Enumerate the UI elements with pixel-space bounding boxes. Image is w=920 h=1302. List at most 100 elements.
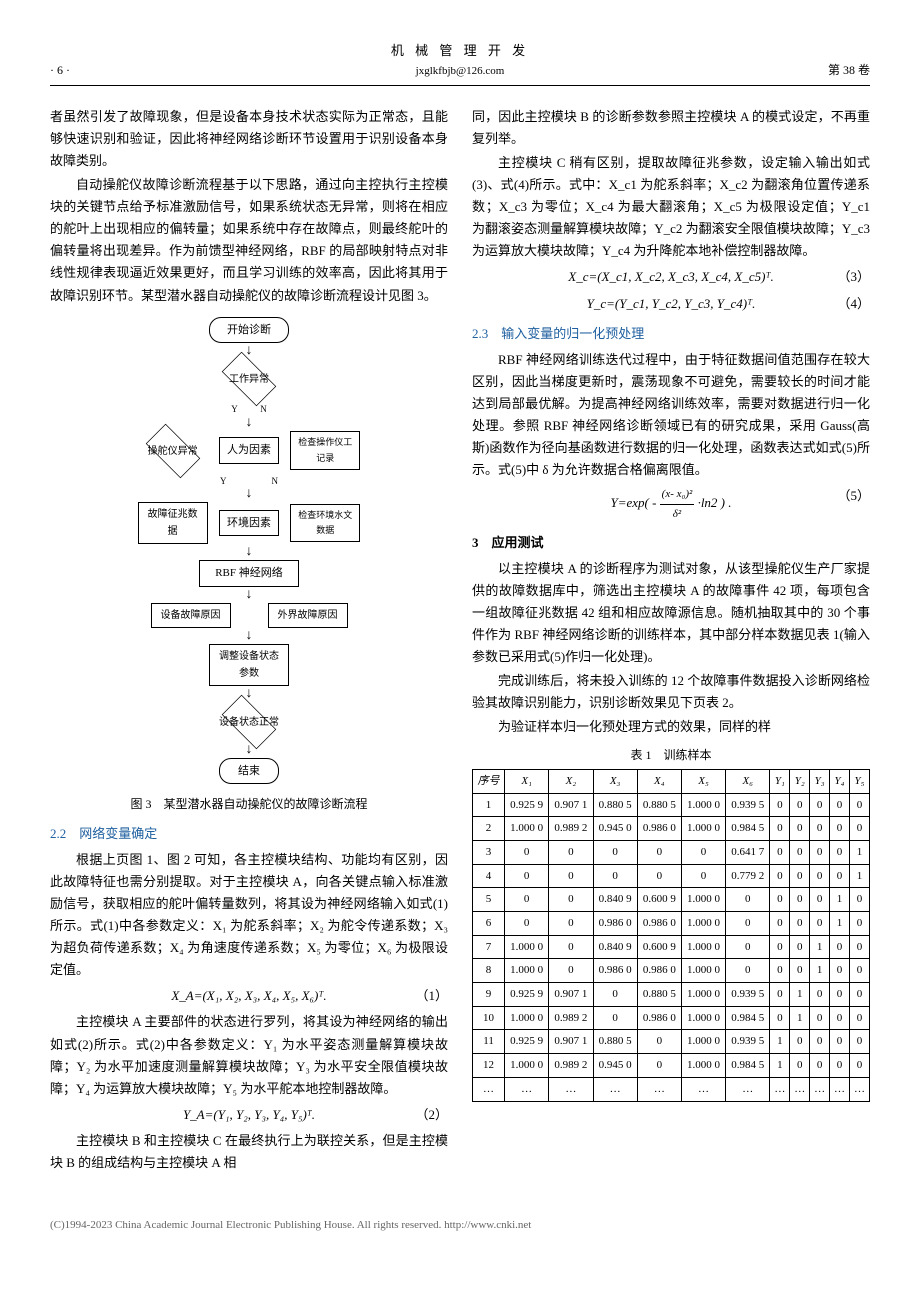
- table-cell: 0: [593, 983, 637, 1007]
- table-cell: 0: [637, 840, 681, 864]
- journal-title: 机 械 管 理 开 发: [150, 40, 770, 62]
- p-continuation: 者虽然引发了故障现象，但是设备本身技术状态实际为正常态，且能够快速识别和验证，因…: [50, 106, 448, 172]
- p-sec22-1: 根据上页图 1、图 2 可知，各主控模块结构、功能均有区别，因此故障特征也需分别…: [50, 849, 448, 982]
- fc-row-3: 故障征兆数据 环境因素 检查环境水文数据: [134, 499, 364, 547]
- table-cell: 0.989 2: [549, 1054, 593, 1078]
- table-cell: 1.000 0: [681, 817, 725, 841]
- table-cell: 0.907 1: [549, 1030, 593, 1054]
- table-cell: 0: [549, 864, 593, 888]
- page-footer: (C)1994-2023 China Academic Journal Elec…: [50, 1206, 870, 1235]
- table-cell: 0: [726, 888, 770, 912]
- p-r2: 主控模块 C 稍有区别，提取故障征兆参数，设定输入输出如式(3)、式(4)所示。…: [472, 152, 870, 262]
- table-cell: 0.779 2: [726, 864, 770, 888]
- left-column: 者虽然引发了故障现象，但是设备本身技术状态实际为正常态，且能够快速识别和验证，因…: [50, 106, 448, 1176]
- table-cell: 0: [505, 840, 549, 864]
- table-cell: 0: [810, 1054, 830, 1078]
- table-cell: 0: [830, 864, 850, 888]
- table-cell: 0: [810, 888, 830, 912]
- table-cell: 1.000 0: [505, 959, 549, 983]
- table-row: 110.925 90.907 10.880 501.000 00.939 510…: [473, 1030, 870, 1054]
- table-1-caption: 表 1 训练样本: [472, 745, 870, 765]
- table-header-cell: Y₅: [849, 769, 869, 793]
- table-cell: 0: [549, 912, 593, 936]
- table-cell: 0.939 5: [726, 793, 770, 817]
- table-cell: 1: [770, 1054, 790, 1078]
- table-cell: 0: [830, 983, 850, 1007]
- eq5-num: （5）: [837, 485, 870, 507]
- fc-env: 环境因素: [219, 510, 279, 537]
- fc-arrow: ↓: [134, 743, 364, 757]
- table-cell: 0: [770, 983, 790, 1007]
- journal-email: jxglkfbjb@126.com: [150, 62, 770, 81]
- table-cell: 0: [830, 817, 850, 841]
- equation-3: X_c=(X_c1, X_c2, X_c3, X_c4, X_c5)ᵀ. （3）: [472, 266, 870, 288]
- table-cell: 4: [473, 864, 505, 888]
- table-cell: 0: [810, 864, 830, 888]
- table-cell: …: [726, 1077, 770, 1101]
- table-cell: 0: [790, 793, 810, 817]
- table-cell: 0: [849, 959, 869, 983]
- eq5-frac-num: (x- x₀)²: [660, 485, 695, 505]
- fc-start: 开始诊断: [209, 317, 289, 344]
- page-number: · 6 ·: [50, 60, 150, 80]
- p-sec22-2: 主控模块 A 主要部件的状态进行罗列，将其设为神经网络的输出如式(2)所示。式(…: [50, 1011, 448, 1099]
- table-cell: 0.925 9: [505, 793, 549, 817]
- fc-end: 结束: [219, 758, 279, 785]
- table-cell: 0.945 0: [593, 1054, 637, 1078]
- table-cell: 1.000 0: [681, 1030, 725, 1054]
- p-r3: RBF 神经网络训练迭代过程中，由于特征数据间值范围存在较大区别，因此当梯度更新…: [472, 349, 870, 482]
- eq1-num: （1）: [415, 985, 448, 1007]
- table-cell: …: [770, 1077, 790, 1101]
- table-cell: 0: [726, 912, 770, 936]
- table-cell: 1: [770, 1030, 790, 1054]
- table-cell: 0.907 1: [549, 983, 593, 1007]
- table-header-row: 序号X₁X₂X₃X₄X₅X₆Y₁Y₂Y₃Y₄Y₅: [473, 769, 870, 793]
- table-cell: 1.000 0: [505, 817, 549, 841]
- table-cell: 8: [473, 959, 505, 983]
- table-cell: 0: [830, 1030, 850, 1054]
- table-cell: 0.880 5: [593, 793, 637, 817]
- table-cell: 0: [505, 864, 549, 888]
- table-cell: 0.907 1: [549, 793, 593, 817]
- table-cell: 1: [810, 959, 830, 983]
- table-cell: …: [505, 1077, 549, 1101]
- volume: 第 38 卷: [770, 60, 870, 80]
- table-cell: …: [473, 1077, 505, 1101]
- eq5-pre: Y=exp( -: [610, 495, 656, 510]
- fc-adjust: 调整设备状态参数: [209, 644, 289, 686]
- fc-d3: 设备状态正常: [214, 702, 284, 742]
- section-2-3: 2.3 输入变量的归一化预处理: [472, 323, 870, 345]
- table-cell: 0.986 0: [593, 959, 637, 983]
- table-cell: 0: [790, 912, 810, 936]
- fc-d1: 工作异常: [214, 359, 284, 399]
- table-cell: 0: [810, 983, 830, 1007]
- table-cell: 0: [790, 840, 810, 864]
- table-cell: 0.840 9: [593, 935, 637, 959]
- table-row: 90.925 90.907 100.880 51.000 00.939 5010…: [473, 983, 870, 1007]
- table-row: 10.925 90.907 10.880 50.880 51.000 00.93…: [473, 793, 870, 817]
- eq3-num: （3）: [837, 266, 870, 288]
- section-3: 3 应用测试: [472, 532, 870, 554]
- table-1: 序号X₁X₂X₃X₄X₅X₆Y₁Y₂Y₃Y₄Y₅ 10.925 90.907 1…: [472, 769, 870, 1102]
- table-cell: 0: [770, 935, 790, 959]
- table-cell: 1.000 0: [681, 983, 725, 1007]
- table-cell: 5: [473, 888, 505, 912]
- table-cell: 0: [790, 864, 810, 888]
- table-cell: 0: [637, 1030, 681, 1054]
- section-2-2: 2.2 网络变量确定: [50, 823, 448, 845]
- table-header-cell: X₂: [549, 769, 593, 793]
- table-cell: 9: [473, 983, 505, 1007]
- table-cell: 0.984 5: [726, 1006, 770, 1030]
- table-cell: 0.939 5: [726, 1030, 770, 1054]
- eq5-post: ·ln2 ) .: [698, 495, 732, 510]
- table-cell: …: [849, 1077, 869, 1101]
- figure-3-caption: 图 3 某型潜水器自动操舵仪的故障诊断流程: [50, 794, 448, 814]
- p-flow-intro: 自动操舵仪故障诊断流程基于以下思路，通过向主控执行主控模块的关键节点给予标准激励…: [50, 174, 448, 307]
- eq3-body: X_c=(X_c1, X_c2, X_c3, X_c4, X_c5)ᵀ.: [568, 269, 773, 284]
- p-r6: 为验证样本归一化预处理方式的效果，同样的样: [472, 716, 870, 738]
- fc-check-env: 检查环境水文数据: [290, 504, 360, 543]
- table-cell: 0.984 5: [726, 817, 770, 841]
- table-header-cell: X₃: [593, 769, 637, 793]
- table-cell: 0.840 9: [593, 888, 637, 912]
- fc-arrow: ↓: [134, 629, 364, 643]
